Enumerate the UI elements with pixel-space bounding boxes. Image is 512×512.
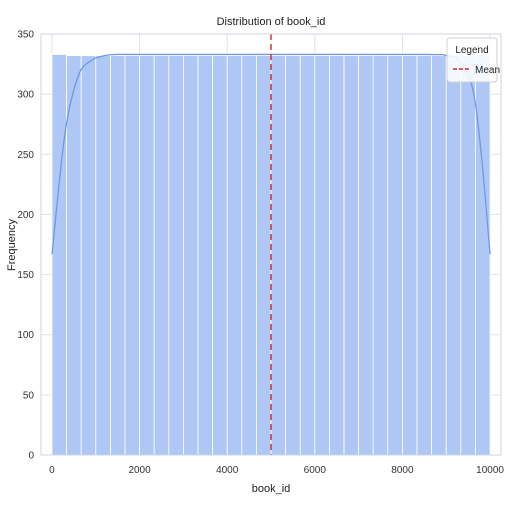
y-tick-label: 350 bbox=[17, 30, 34, 41]
histogram-bar bbox=[387, 55, 403, 456]
x-tick-label: 6000 bbox=[304, 465, 327, 476]
y-tick-label: 0 bbox=[28, 451, 34, 462]
histogram-bar bbox=[256, 55, 272, 456]
histogram-bar bbox=[153, 55, 170, 456]
histogram-bar bbox=[475, 54, 491, 456]
x-tick-label: 8000 bbox=[391, 465, 414, 476]
histogram-bar bbox=[285, 55, 301, 456]
histogram-bar bbox=[183, 55, 199, 456]
histogram-bar bbox=[416, 55, 433, 456]
y-tick-label: 250 bbox=[17, 150, 34, 161]
histogram-bar bbox=[226, 55, 243, 456]
y-tick-label: 150 bbox=[17, 270, 34, 281]
y-tick-label: 200 bbox=[17, 210, 34, 221]
chart-title: Distribution of book_id bbox=[217, 16, 326, 28]
histogram-bar bbox=[212, 55, 228, 456]
legend-box bbox=[446, 37, 498, 83]
histogram-bar bbox=[66, 55, 82, 456]
histogram-bar bbox=[270, 55, 287, 456]
histogram-bar bbox=[314, 55, 330, 456]
histogram-bar bbox=[358, 55, 374, 456]
histogram-bar bbox=[460, 55, 476, 456]
plot-border bbox=[40, 33, 502, 456]
histogram-bar bbox=[343, 55, 360, 456]
y-axis-label: Frequency bbox=[6, 219, 18, 271]
y-tick-labels: 0 50 100 150 200 250 300 350 bbox=[17, 30, 34, 462]
kde-curve bbox=[51, 53, 491, 255]
kde-curve-layer bbox=[51, 53, 491, 255]
histogram-bar bbox=[431, 55, 447, 456]
histogram-bar bbox=[299, 55, 316, 456]
x-tick-label: 2000 bbox=[128, 465, 151, 476]
histogram-bar bbox=[139, 55, 155, 456]
histogram-bar bbox=[110, 55, 126, 456]
legend-mean-label: Mean bbox=[475, 65, 500, 76]
histogram-bar bbox=[95, 55, 111, 456]
x-tick-labels: 0 2000 4000 6000 8000 10000 bbox=[49, 465, 504, 476]
y-tick-label: 300 bbox=[17, 90, 34, 101]
histogram-bar bbox=[51, 54, 67, 456]
x-tick-label: 10000 bbox=[476, 465, 504, 476]
histogram-bar bbox=[168, 55, 184, 456]
y-tick-label: 50 bbox=[23, 390, 35, 401]
legend-title: Legend bbox=[455, 45, 488, 56]
histogram-bar bbox=[241, 55, 257, 456]
histogram-bar bbox=[124, 55, 141, 456]
histogram-bar bbox=[329, 55, 345, 456]
y-tick-label: 100 bbox=[17, 330, 34, 341]
legend: Legend Mean bbox=[446, 37, 500, 83]
histogram-bar bbox=[372, 55, 389, 456]
histogram-bar bbox=[402, 55, 418, 456]
histogram-bar bbox=[80, 55, 97, 456]
histogram-bar bbox=[197, 55, 214, 456]
x-axis-label: book_id bbox=[252, 483, 291, 495]
x-tick-label: 4000 bbox=[216, 465, 239, 476]
histogram-bar bbox=[445, 55, 462, 456]
x-tick-label: 0 bbox=[49, 465, 55, 476]
